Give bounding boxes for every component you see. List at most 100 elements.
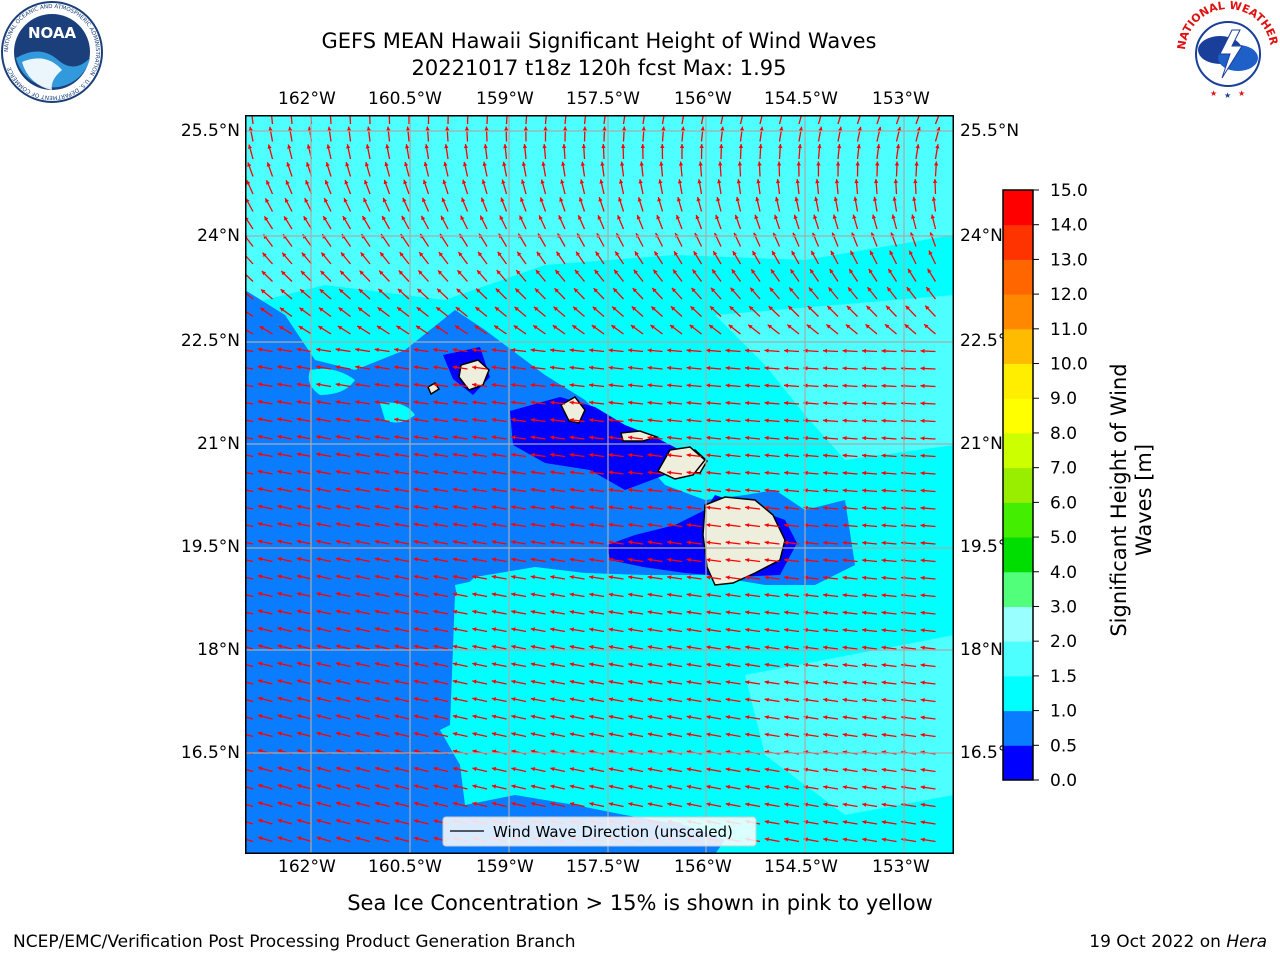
wind-wave-arrowhead (413, 400, 418, 405)
wind-wave-arrowhead (589, 540, 594, 545)
wind-wave-arrowhead (396, 325, 401, 330)
wind-wave-arrowhead (433, 592, 438, 597)
wind-wave-arrowhead (452, 347, 457, 353)
wind-wave-arrowhead (667, 714, 672, 720)
wind-wave-arrowhead (725, 802, 730, 807)
wind-wave-arrowhead (491, 801, 497, 806)
wind-wave-arrowhead (296, 574, 302, 579)
wind-wave-arrowhead (316, 522, 321, 527)
wind-wave-arrowhead (394, 801, 399, 806)
wind-wave-arrowhead (550, 767, 555, 772)
wind-wave-arrowhead (413, 347, 418, 353)
wind-wave-arrowhead (257, 539, 263, 544)
wind-wave-arrowhead (686, 697, 691, 702)
wind-wave-arrowhead (569, 610, 574, 615)
wind-wave-arrowhead (881, 540, 886, 546)
wind-wave-arrowhead (745, 488, 750, 493)
wind-wave-arrowhead (614, 269, 619, 275)
wind-wave-arrowhead (375, 836, 380, 841)
wind-wave-arrowhead (530, 714, 536, 719)
wind-wave-arrowhead (764, 435, 769, 441)
wind-wave-arrowhead (413, 627, 419, 632)
wind-wave-arrowhead (394, 382, 399, 387)
wind-wave-arrowhead (413, 714, 419, 719)
wind-wave-arrow (759, 115, 763, 125)
colorbar-segment (1003, 432, 1033, 469)
wind-wave-arrowhead (706, 505, 711, 510)
wind-wave-arrowhead (745, 523, 750, 528)
wind-wave-arrowhead (686, 610, 691, 615)
map-legend: Wind Wave Direction (unscaled) (442, 816, 757, 847)
wave-field-patch (380, 402, 415, 423)
wind-wave-arrowhead (877, 126, 882, 132)
wind-wave-arrowhead (569, 592, 574, 597)
wind-wave-arrowhead (277, 417, 282, 422)
wind-wave-arrowhead (752, 251, 757, 256)
wind-wave-arrowhead (550, 784, 555, 789)
wind-wave-arrowhead (686, 645, 691, 650)
wind-wave-arrowhead (413, 417, 418, 422)
wind-wave-arrowhead (881, 645, 886, 650)
wind-wave-arrowhead (245, 198, 250, 203)
wind-wave-arrowhead (842, 366, 847, 371)
wind-wave-arrowhead (416, 325, 421, 330)
lat-label: 18°N (197, 640, 240, 660)
wind-wave-arrowhead (277, 784, 282, 789)
wind-wave-arrowhead (667, 575, 672, 580)
wind-wave-arrowhead (842, 558, 847, 563)
wind-wave-arrowhead (491, 609, 496, 614)
wind-wave-arrowhead (355, 557, 360, 562)
wind-wave-arrowhead (920, 732, 925, 738)
wind-wave-arrowhead (816, 161, 821, 166)
wind-wave-arrowhead (661, 126, 666, 131)
wind-wave-arrowhead (745, 400, 750, 406)
wind-wave-arrowhead (380, 252, 385, 257)
wind-wave-arrowhead (357, 325, 362, 330)
wind-wave-arrow (837, 115, 842, 125)
wind-wave-arrowhead (895, 144, 901, 149)
colorbar-label-line1: Significant Height of Wind (1107, 363, 1131, 637)
wind-wave-arrowhead (257, 382, 262, 387)
wind-wave-arrowhead (803, 767, 808, 772)
wind-wave-arrowhead (867, 287, 872, 292)
lon-label: 153°W (872, 89, 930, 109)
wind-wave-arrowhead (414, 819, 419, 824)
wind-wave-arrowhead (706, 592, 711, 598)
wind-wave-arrowhead (725, 627, 730, 632)
wind-wave-arrowhead (344, 180, 349, 185)
wind-wave-arrowhead (628, 418, 633, 423)
wind-wave-arrowhead (298, 326, 304, 330)
wind-wave-arrowhead (433, 347, 438, 353)
wind-wave-arrowhead (444, 144, 449, 149)
wind-wave-arrow (778, 115, 783, 125)
wind-wave-arrowhead (569, 557, 574, 562)
wind-wave-arrowhead (550, 697, 555, 702)
wind-wave-arrowhead (491, 732, 497, 737)
wind-wave-arrow (544, 115, 547, 125)
wind-wave-arrowhead (433, 662, 438, 667)
wind-wave-arrowhead (266, 180, 270, 185)
wind-wave-arrowhead (823, 837, 828, 842)
wind-wave-arrowhead (852, 214, 857, 219)
wind-wave-arrowhead (686, 540, 691, 545)
wind-wave-arrowhead (374, 504, 379, 510)
wind-wave-arrowhead (472, 644, 477, 649)
wind-wave-arrowhead (569, 802, 575, 807)
wind-wave-arrowhead (277, 626, 282, 631)
wind-wave-arrowhead (521, 161, 527, 166)
wind-wave-arrowhead (798, 126, 803, 131)
wind-wave-arrowhead (318, 326, 323, 330)
wind-wave-arrowhead (277, 399, 282, 405)
wind-wave-arrowhead (748, 324, 753, 329)
wind-wave-arrowhead (920, 401, 925, 406)
wind-wave-arrowhead (628, 714, 633, 720)
wind-wave-arrowhead (628, 365, 633, 370)
wind-wave-arrowhead (842, 348, 847, 353)
wave-field-patch (455, 570, 585, 615)
wind-wave-arrowhead (725, 592, 730, 598)
wind-wave-arrowhead (335, 696, 341, 701)
wind-wave-arrowhead (491, 452, 496, 457)
wind-wave-arrow (245, 254, 254, 265)
wind-wave-arrowhead (670, 306, 676, 311)
wind-wave-arrowhead (384, 162, 389, 167)
